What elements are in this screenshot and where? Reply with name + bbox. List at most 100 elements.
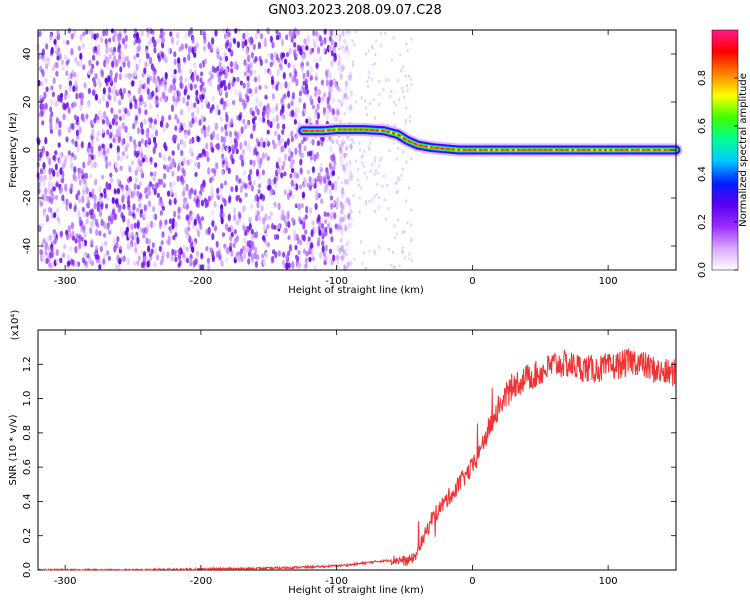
noise-cell: [264, 94, 268, 100]
noise-cell: [286, 210, 290, 218]
noise-cell: [96, 132, 100, 138]
noise-cell: [343, 264, 347, 272]
noise-cell: [220, 157, 224, 164]
noise-cell: [193, 69, 197, 78]
noise-cell: [295, 52, 299, 58]
ridge-peak: [503, 148, 507, 152]
noise-cell: [177, 67, 181, 74]
noise-cell: [366, 113, 368, 117]
noise-cell: [406, 49, 409, 53]
x-tick-label: 0: [469, 576, 475, 587]
noise-cell: [269, 61, 273, 68]
noise-cell: [136, 236, 140, 245]
noise-cell: [250, 228, 254, 235]
noise-cell: [165, 55, 169, 61]
noise-cell: [380, 44, 383, 48]
noise-cell: [235, 140, 239, 148]
noise-cell: [270, 53, 274, 61]
noise-cell: [149, 117, 153, 124]
noise-cell: [138, 101, 143, 107]
noise-cell: [55, 117, 59, 125]
noise-cell: [343, 46, 347, 54]
noise-cell: [55, 123, 59, 131]
noise-cell: [94, 73, 98, 80]
noise-cell: [108, 95, 112, 101]
noise-cell: [105, 46, 109, 55]
noise-cell: [189, 121, 193, 128]
noise-cell: [226, 247, 230, 255]
noise-cell: [399, 53, 402, 57]
noise-cell: [352, 63, 354, 67]
ridge-peak: [612, 148, 615, 152]
ridge-peak: [319, 129, 322, 132]
noise-cell: [309, 65, 313, 74]
noise-cell: [280, 97, 284, 104]
noise-cell: [254, 55, 258, 63]
noise-cell: [117, 135, 121, 144]
noise-cell: [129, 102, 133, 110]
noise-cell: [340, 209, 344, 215]
ridge-peak: [330, 128, 333, 132]
noise-cell: [115, 60, 119, 67]
noise-cell: [171, 248, 175, 256]
noise-cell: [84, 181, 88, 188]
noise-cell: [118, 53, 122, 60]
noise-cell: [349, 90, 354, 96]
noise-cell: [235, 148, 239, 155]
noise-cell: [316, 104, 320, 110]
noise-cell: [187, 105, 191, 114]
noise-cell: [311, 166, 315, 174]
noise-cell: [140, 29, 144, 37]
noise-cell: [211, 175, 215, 182]
noise-cell: [339, 71, 343, 77]
noise-cell: [343, 140, 346, 144]
noise-cell: [337, 176, 340, 180]
noise-cell: [103, 110, 107, 119]
noise-cell: [219, 87, 223, 96]
noise-cell: [366, 80, 369, 83]
noise-cell: [410, 237, 413, 241]
noise-cell: [130, 231, 134, 239]
noise-cell: [98, 110, 102, 117]
noise-cell: [288, 72, 292, 78]
noise-cell: [197, 230, 201, 238]
ridge-peak: [536, 148, 539, 152]
noise-cell: [349, 94, 353, 100]
noise-cell: [105, 162, 109, 169]
ridge-peak: [498, 148, 501, 152]
noise-cell: [335, 254, 340, 262]
noise-cell: [86, 202, 90, 208]
noise-cell: [192, 259, 196, 268]
noise-cell: [258, 85, 262, 90]
noise-cell: [128, 176, 133, 182]
ridge-peak: [644, 148, 648, 152]
noise-cell: [149, 28, 153, 35]
noise-cell: [221, 232, 226, 238]
noise-cell: [43, 56, 47, 63]
noise-cell: [75, 233, 79, 239]
ridge-peak: [585, 148, 588, 152]
noise-cell: [317, 96, 321, 104]
noise-cell: [328, 44, 332, 52]
noise-cell: [319, 178, 323, 186]
noise-cell: [404, 74, 407, 78]
noise-cell: [230, 68, 234, 74]
y-tick-label: -40: [22, 238, 33, 254]
noise-cell: [371, 163, 374, 167]
noise-cell: [62, 252, 66, 258]
noise-cell: [302, 102, 307, 110]
noise-cell: [339, 74, 343, 80]
noise-cell: [256, 254, 260, 261]
noise-cell: [189, 158, 193, 165]
noise-cell: [116, 187, 120, 195]
noise-cell: [70, 222, 74, 230]
noise-cell: [65, 70, 69, 77]
noise-cell: [410, 223, 413, 227]
noise-cell: [117, 207, 121, 213]
noise-cell: [322, 46, 326, 54]
noise-cell: [405, 199, 408, 203]
noise-cell: [264, 251, 269, 259]
ridge-peak: [596, 148, 599, 152]
noise-cell: [250, 234, 254, 240]
noise-cell: [298, 97, 302, 103]
